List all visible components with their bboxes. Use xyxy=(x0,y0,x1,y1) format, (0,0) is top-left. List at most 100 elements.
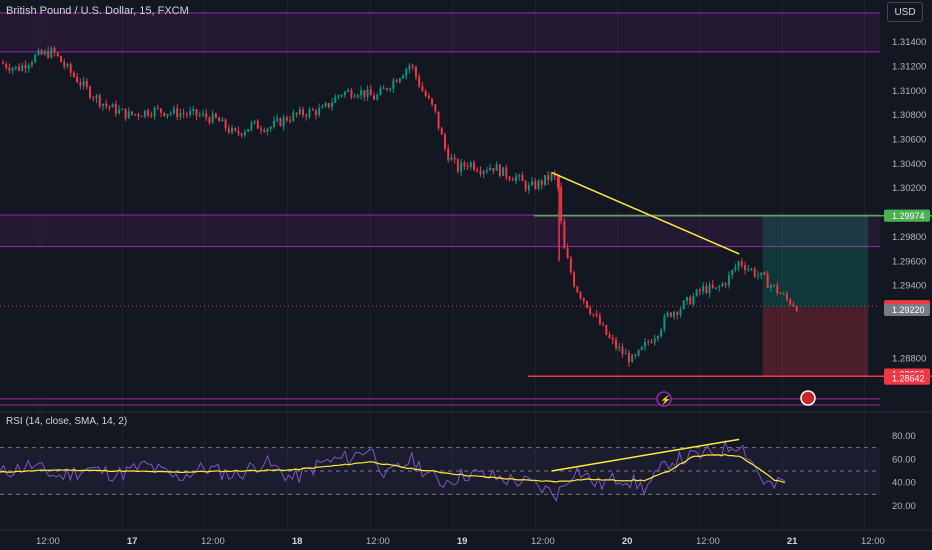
candle-body xyxy=(350,90,353,98)
candle-body xyxy=(402,75,405,79)
candle-body xyxy=(256,120,259,129)
candle-body xyxy=(276,118,279,121)
candle-body xyxy=(408,65,411,70)
candle-body xyxy=(176,108,179,118)
candle-body xyxy=(602,324,605,326)
time-axis-label: 19 xyxy=(457,536,468,547)
candle-body xyxy=(734,267,737,271)
candle-body xyxy=(476,169,479,172)
candle-body xyxy=(715,287,718,289)
candle-body xyxy=(79,82,82,86)
candle-body xyxy=(234,127,237,131)
candle-body xyxy=(405,69,408,76)
candle-body xyxy=(137,114,140,117)
candle-body xyxy=(66,64,69,67)
candle-body xyxy=(514,176,517,181)
candle-body xyxy=(8,67,11,71)
candle-body xyxy=(769,285,772,288)
candle-body xyxy=(708,284,711,293)
candle-body xyxy=(627,353,630,363)
candle-body xyxy=(72,72,75,77)
candle-body xyxy=(324,103,327,107)
price-tag-label: 1.29974 xyxy=(892,211,925,221)
candle-body xyxy=(540,180,543,185)
candle-body xyxy=(208,117,211,123)
candle-body xyxy=(160,108,163,113)
price-tag xyxy=(884,304,930,317)
candle-body xyxy=(747,268,750,270)
candle-body xyxy=(663,316,666,330)
candle-body xyxy=(440,128,443,135)
candle-body xyxy=(560,186,563,221)
candle-body xyxy=(321,106,324,108)
candle-body xyxy=(443,134,446,149)
candle-body xyxy=(318,107,321,116)
lightning-glyph: ⚡ xyxy=(660,394,671,406)
candle-body xyxy=(434,104,437,112)
candle-body xyxy=(282,117,285,127)
candle-body xyxy=(379,88,382,95)
candle-body xyxy=(618,347,621,349)
candle-body xyxy=(143,110,146,117)
candle-body xyxy=(786,293,789,300)
candle-body xyxy=(347,90,350,92)
candle-body xyxy=(34,54,37,63)
rsi-axis-label: 40.00 xyxy=(892,478,916,489)
candle-body xyxy=(211,113,214,123)
time-axis-label: 12:00 xyxy=(861,536,885,547)
price-axis-label: 1.30400 xyxy=(892,159,926,170)
candle-body xyxy=(779,293,782,295)
candle-body xyxy=(666,312,669,317)
price-tag-label: 1.28642 xyxy=(892,374,925,384)
candle-body xyxy=(166,113,169,117)
candle-body xyxy=(489,167,492,171)
candle-body xyxy=(118,109,121,114)
candle-body xyxy=(192,109,195,112)
candle-body xyxy=(766,274,769,288)
candle-body xyxy=(760,272,763,276)
candle-body xyxy=(356,95,359,97)
candle-body xyxy=(124,108,127,119)
candle-body xyxy=(463,162,466,167)
candle-body xyxy=(369,89,372,96)
candle-body xyxy=(40,50,43,55)
candle-body xyxy=(1,62,4,64)
candle-body xyxy=(185,113,188,115)
candle-body xyxy=(550,173,553,181)
candle-body xyxy=(295,112,298,115)
candle-body xyxy=(253,120,256,123)
candle-body xyxy=(334,96,337,103)
candle-body xyxy=(492,167,495,171)
candle-body xyxy=(518,175,521,177)
candle-body xyxy=(263,130,266,132)
candle-body xyxy=(792,304,795,307)
candle-body xyxy=(82,81,85,86)
price-axis-label: 1.29600 xyxy=(892,256,926,267)
candle-body xyxy=(753,268,756,277)
candle-body xyxy=(21,64,24,71)
candle-body xyxy=(63,62,66,67)
candle-body xyxy=(482,170,485,174)
time-axis-label: 20 xyxy=(622,536,633,547)
candle-body xyxy=(421,86,424,92)
candle-body xyxy=(615,340,617,349)
candle-body xyxy=(89,86,92,98)
price-axis-label: 1.31200 xyxy=(892,61,926,72)
candle-body xyxy=(621,347,624,355)
candle-body xyxy=(521,175,524,182)
candle-body xyxy=(60,56,63,63)
candle-body xyxy=(163,112,166,117)
candle-body xyxy=(98,95,101,106)
candle-body xyxy=(773,285,776,287)
candle-body xyxy=(585,301,588,308)
currency-button[interactable]: USD xyxy=(887,2,923,22)
candle-body xyxy=(69,64,72,73)
candle-body xyxy=(121,108,124,110)
candle-body xyxy=(150,115,153,117)
candle-body xyxy=(331,102,334,108)
price-axis-label: 1.31400 xyxy=(892,37,926,48)
price-axis-label: 1.31000 xyxy=(892,86,926,97)
time-axis-label: 12:00 xyxy=(201,536,225,547)
